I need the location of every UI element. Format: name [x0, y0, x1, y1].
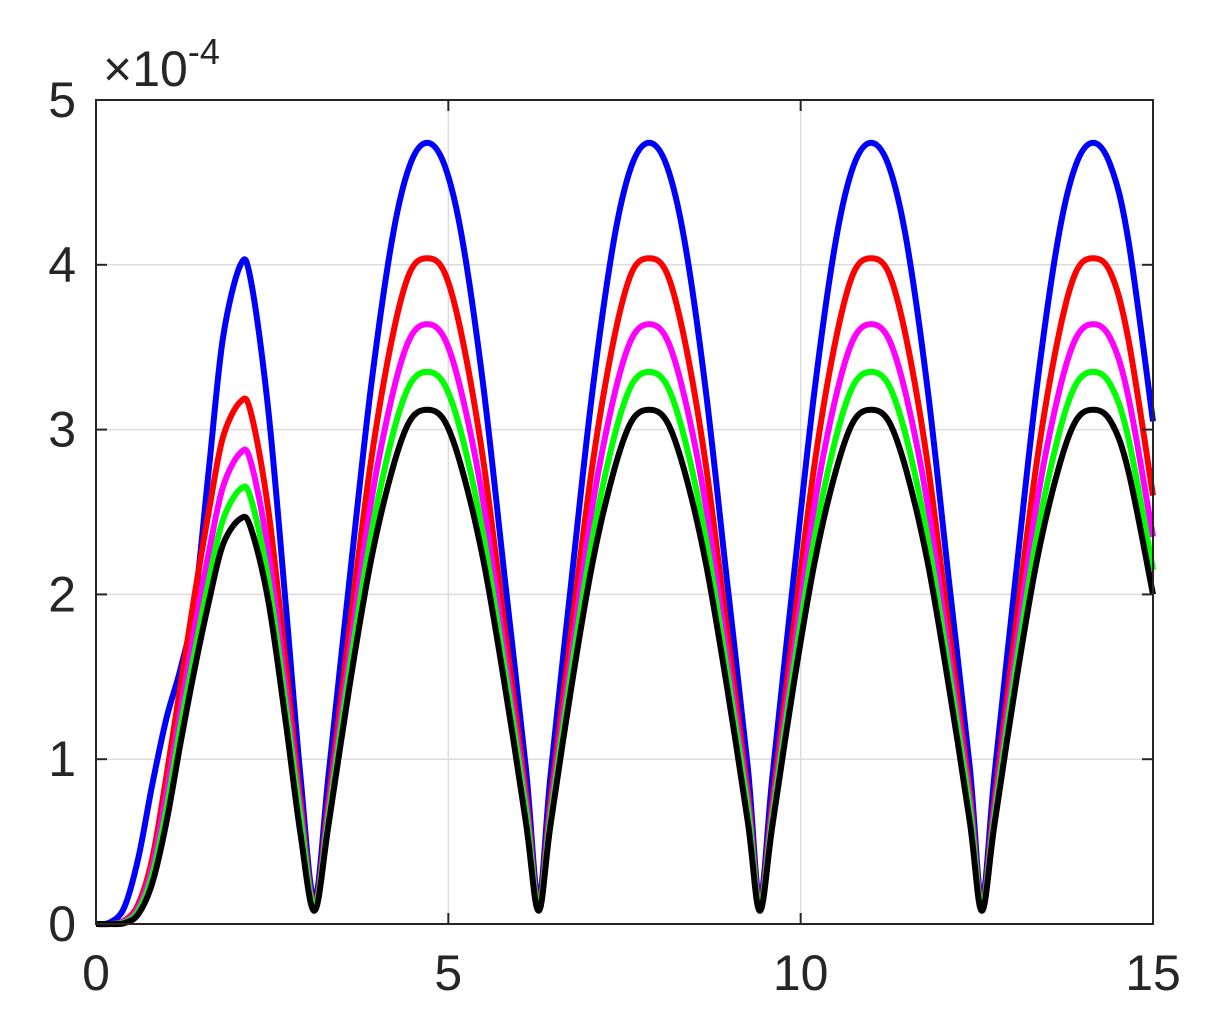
y-tick-label-5: 5 [48, 72, 76, 128]
tick-labels: 0 5 10 15 0 1 2 3 4 5 [48, 72, 1181, 1001]
y-axis-multiplier: ×10-4 [103, 31, 220, 97]
multiplier-base: ×10 [103, 41, 188, 97]
series-line-0 [95, 139, 1156, 928]
y-tick-label-1: 1 [48, 731, 76, 787]
x-tick-label-3: 15 [1125, 945, 1181, 1001]
series-line-4 [95, 406, 1156, 928]
axes-box [95, 99, 1154, 925]
y-tick-label-4: 4 [48, 237, 76, 293]
y-tick-label-3: 3 [48, 402, 76, 458]
x-tick-label-2: 10 [773, 945, 829, 1001]
y-tick-label-0: 0 [48, 896, 76, 952]
x-tick-label-0: 0 [82, 945, 110, 1001]
series-layer [95, 139, 1156, 928]
y-tick-label-2: 2 [48, 566, 76, 622]
tick-marks [95, 99, 1154, 925]
multiplier-exponent: -4 [188, 31, 220, 72]
x-tick-label-1: 5 [434, 945, 462, 1001]
